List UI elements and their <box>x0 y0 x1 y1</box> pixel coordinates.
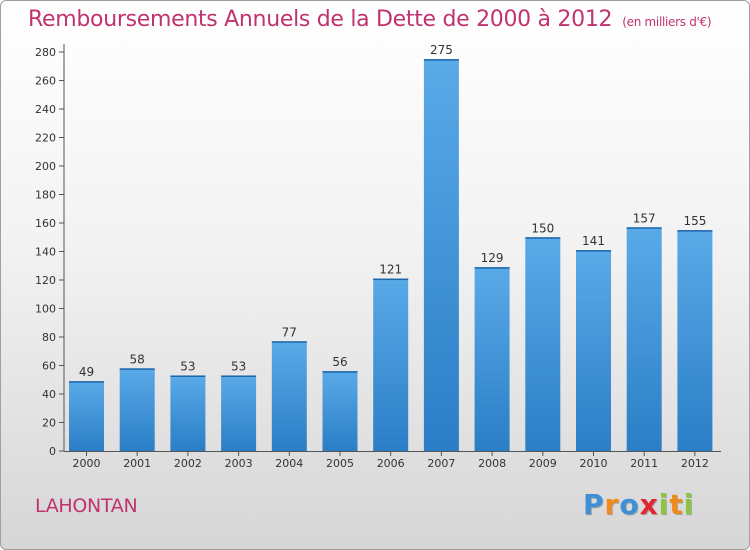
y-tick-label: 40 <box>42 388 56 401</box>
bar-top-edge <box>423 59 459 61</box>
x-tick-label: 2010 <box>580 457 608 470</box>
y-tick-label: 260 <box>35 75 56 88</box>
bar-value-label: 121 <box>379 263 402 277</box>
bar-top-edge <box>474 267 510 269</box>
bar-value-label: 49 <box>79 365 94 379</box>
chart-unit-note: (en milliers d'€) <box>622 15 712 29</box>
x-tick-label: 2007 <box>427 457 455 470</box>
chart-title-text: Remboursements Annuels de la Dette de 20… <box>28 7 613 32</box>
x-tick-label: 2001 <box>123 457 151 470</box>
bar <box>221 375 257 451</box>
bar-value-label: 150 <box>531 221 554 235</box>
bar <box>626 227 662 451</box>
bar-top-edge <box>119 368 155 370</box>
bar <box>474 267 510 451</box>
x-tick-label: 2004 <box>275 457 303 470</box>
bar <box>423 59 459 451</box>
bar-value-label: 58 <box>130 352 145 366</box>
x-tick-label: 2009 <box>529 457 557 470</box>
logo-letter: x <box>639 488 659 521</box>
y-tick-label: 280 <box>35 46 56 59</box>
y-tick-label: 180 <box>35 189 56 202</box>
bar-value-label: 53 <box>231 359 246 373</box>
y-tick-label: 200 <box>35 160 56 173</box>
y-tick-label: 140 <box>35 246 56 259</box>
bar-value-label: 129 <box>481 251 504 265</box>
bar <box>271 341 307 451</box>
bar-value-label: 155 <box>683 214 706 228</box>
x-tick-label: 2005 <box>326 457 354 470</box>
bar-value-label: 141 <box>582 234 605 248</box>
bar-top-edge <box>677 230 713 232</box>
logo-letter: i <box>658 488 670 521</box>
logo-letter: o <box>619 488 640 521</box>
y-tick-label: 60 <box>42 360 56 373</box>
bar <box>119 368 155 451</box>
chart-title: Remboursements Annuels de la Dette de 20… <box>28 7 712 32</box>
bar-top-edge <box>69 381 104 383</box>
x-tick-label: 2003 <box>225 457 253 470</box>
bar <box>69 381 104 451</box>
bar <box>576 250 611 451</box>
y-tick-label: 220 <box>35 132 56 145</box>
y-tick-label: 80 <box>42 331 56 344</box>
x-tick-label: 2008 <box>478 457 506 470</box>
x-tick-label: 2002 <box>174 457 202 470</box>
logo-letter: r <box>604 488 620 521</box>
x-tick-label: 2011 <box>630 457 658 470</box>
bar-value-label: 275 <box>430 43 453 57</box>
logo-letter: i <box>683 488 695 521</box>
bar-top-edge <box>525 237 561 239</box>
bar-top-edge <box>576 250 611 252</box>
bar <box>322 371 358 451</box>
proxiti-logo: Proxiti <box>583 488 694 521</box>
bar <box>170 375 206 451</box>
y-tick-label: 240 <box>35 103 56 116</box>
bar-top-edge <box>373 278 409 281</box>
bar-top-edge <box>221 375 257 377</box>
bar-value-label: 157 <box>633 211 656 225</box>
x-tick-label: 2006 <box>377 457 405 470</box>
logo-letter: t <box>669 488 684 521</box>
x-tick-label: 2000 <box>73 457 101 470</box>
bar-value-label: 53 <box>180 359 195 373</box>
y-tick-label: 120 <box>35 274 56 287</box>
y-tick-label: 100 <box>35 303 56 316</box>
bar-top-edge <box>271 341 307 343</box>
bar-top-edge <box>170 375 206 377</box>
place-name: LAHONTAN <box>35 495 138 517</box>
y-tick-label: 160 <box>35 217 56 230</box>
y-tick-label: 20 <box>42 417 56 430</box>
bar-top-edge <box>626 227 662 229</box>
bar-top-edge <box>322 371 358 373</box>
y-tick-label: 0 <box>49 445 56 458</box>
x-tick-label: 2012 <box>681 457 709 470</box>
bar <box>373 278 409 451</box>
bar <box>525 237 561 451</box>
bar-value-label: 77 <box>282 325 297 339</box>
bar-value-label: 56 <box>332 355 347 369</box>
logo-letter: P <box>583 488 605 521</box>
bar <box>677 230 713 451</box>
